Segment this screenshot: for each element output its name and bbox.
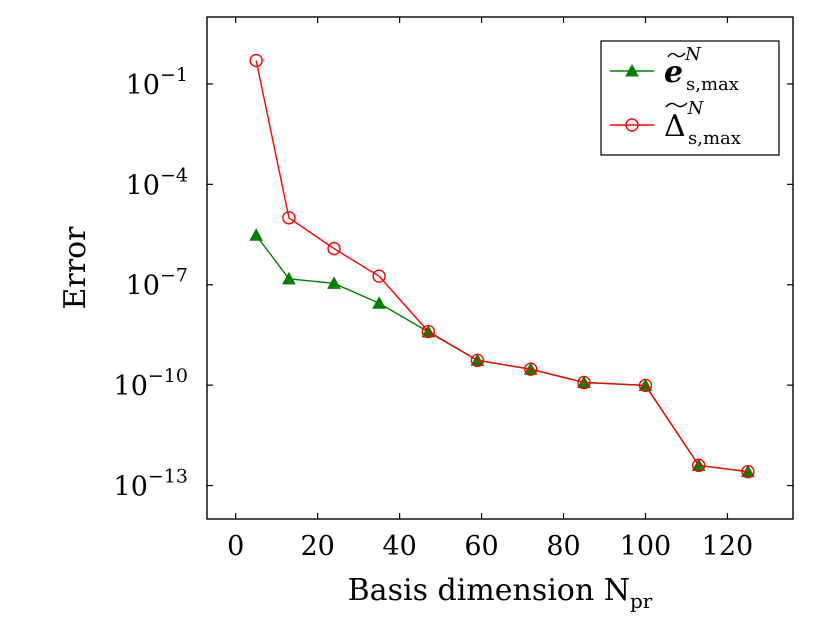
x-tick-label: 120	[702, 531, 754, 562]
legend-marker-series-1	[625, 118, 639, 132]
data-point	[692, 458, 706, 473]
x-tick-label: 40	[382, 531, 416, 562]
y-tick-label: 10−10	[114, 365, 188, 402]
x-axis-title-subscript: pr	[630, 589, 653, 613]
data-point	[282, 211, 296, 225]
x-tick-label: 60	[464, 531, 498, 562]
data-point	[741, 464, 755, 479]
data-point	[282, 271, 296, 285]
data-point	[372, 269, 386, 283]
data-point	[524, 362, 538, 376]
data-point	[577, 375, 591, 390]
legend-label-series-0: eN s,max	[664, 44, 739, 95]
data-point	[249, 228, 264, 241]
y-tick-label: 10−4	[126, 164, 188, 201]
legend-marker-series-0	[625, 63, 639, 77]
legend-tilde-series-0	[667, 52, 686, 58]
data-point	[327, 276, 341, 289]
series-line-1	[255, 60, 749, 473]
series-1	[249, 53, 755, 479]
series-layer	[249, 53, 755, 479]
y-axis-title: Error	[58, 226, 93, 310]
data-point	[421, 324, 435, 339]
series-line-0	[255, 234, 749, 473]
y-tick-label: 10−13	[114, 466, 188, 503]
legend-label-series-1: ΔN s,max	[664, 98, 741, 149]
legend-box	[600, 40, 780, 156]
x-tick-label: 0	[227, 531, 244, 562]
x-tick-label: 100	[620, 531, 672, 562]
data-point	[638, 378, 653, 393]
legend: eN s,max ΔN s,max	[600, 40, 780, 156]
x-tick-label: 80	[546, 531, 580, 562]
data-point	[327, 241, 341, 256]
y-tick-label: 10−7	[126, 265, 188, 302]
ticks: 0 20 40 60 80 100 120 10−13 10−10 10−7 10−4 10−1	[114, 17, 793, 562]
data-point	[372, 296, 386, 309]
data-point	[249, 53, 263, 68]
series-0	[249, 228, 755, 478]
data-point	[470, 353, 485, 368]
y-tick-label: 10−1	[126, 64, 188, 101]
plot-frame	[206, 16, 794, 520]
legend-tilde-series-1	[665, 102, 688, 108]
x-tick-label: 20	[300, 531, 334, 562]
x-axis-title: Basis dimension Npr	[348, 573, 653, 613]
